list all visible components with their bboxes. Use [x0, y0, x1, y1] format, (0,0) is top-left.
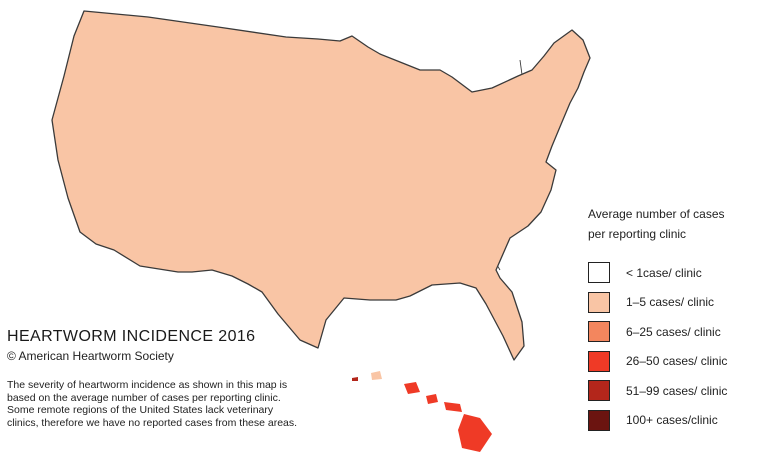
map-title: HEARTWORM INCIDENCE 2016 — [7, 328, 256, 345]
legend-label: 1–5 cases/ clinic — [626, 295, 715, 310]
legend-label: 100+ cases/clinic — [626, 413, 718, 428]
copyright-notice: © American Heartworm Society — [7, 349, 174, 363]
legend-label: 26–50 cases/ clinic — [626, 354, 728, 369]
us-outline — [51, 10, 591, 361]
title-block: HEARTWORM INCIDENCE 2016 © American Hear… — [7, 328, 255, 363]
legend-label: < 1case/ clinic — [626, 265, 702, 280]
legend-swatch — [588, 291, 610, 313]
legend-label: 6–25 cases/ clinic — [626, 324, 721, 339]
legend: Average number of cases per reporting cl… — [588, 204, 753, 435]
legend-item: 6–25 cases/ clinic — [588, 317, 753, 347]
legend-title-line1: Average number of cases — [588, 207, 725, 221]
legend-swatch — [588, 350, 610, 372]
contiguous-us — [51, 10, 591, 361]
legend-label: 51–99 cases/ clinic — [626, 383, 728, 398]
legend-swatch — [588, 321, 610, 343]
legend-swatch — [588, 409, 610, 431]
legend-swatch — [588, 380, 610, 402]
legend-item: 1–5 cases/ clinic — [588, 288, 753, 318]
legend-items: < 1case/ clinic 1–5 cases/ clinic 6–25 c… — [588, 258, 753, 435]
legend-title-line2: per reporting clinic — [588, 227, 687, 241]
legend-item: 26–50 cases/ clinic — [588, 347, 753, 377]
legend-item: < 1case/ clinic — [588, 258, 753, 288]
hawaii — [352, 371, 492, 452]
legend-item: 100+ cases/clinic — [588, 406, 753, 436]
legend-swatch — [588, 262, 610, 284]
legend-item: 51–99 cases/ clinic — [588, 376, 753, 406]
map-description: The severity of heartworm incidence as s… — [7, 379, 298, 429]
